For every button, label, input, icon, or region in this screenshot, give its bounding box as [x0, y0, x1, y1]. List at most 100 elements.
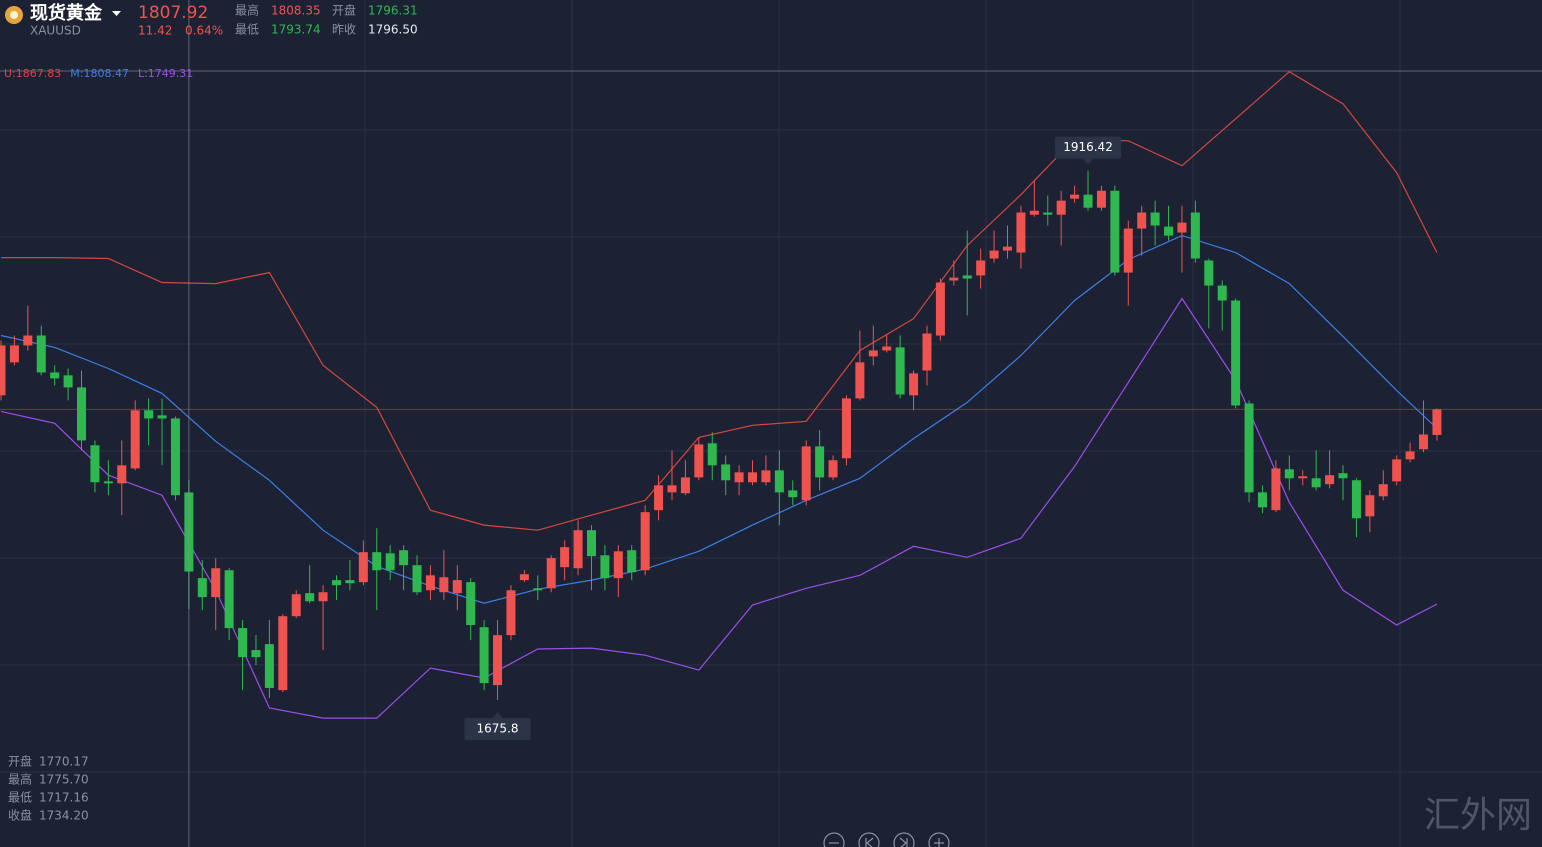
zoom-out[interactable] [823, 832, 845, 847]
candle-body [238, 628, 248, 658]
candle-body [1110, 190, 1120, 273]
band-line [1, 70, 1438, 531]
candle-body [586, 530, 596, 557]
watermark: 汇外网 [1424, 795, 1532, 836]
candle-body [1056, 200, 1066, 215]
zoom-controls [823, 832, 950, 847]
extreme-pointer [492, 712, 503, 719]
band-legend: L:1749.31 [138, 67, 193, 80]
candle-body [989, 250, 999, 259]
candle-body [680, 477, 690, 494]
symbol: XAUUSD [30, 24, 81, 38]
candle-body [600, 555, 610, 579]
candle-body [909, 373, 919, 396]
quote-label: 开盘 [332, 3, 356, 18]
candle-body [1164, 226, 1174, 236]
candle-body [1351, 480, 1361, 519]
candle-body [560, 547, 570, 568]
candle-body [9, 345, 19, 363]
candle-body [707, 443, 717, 466]
readout-label: 开盘 [8, 754, 32, 769]
extreme-label: 1916.42 [1063, 140, 1113, 154]
candle-body [23, 335, 33, 346]
candle-body [1311, 478, 1321, 488]
candle-body [77, 387, 87, 441]
candle-body [439, 577, 449, 593]
candle-body [841, 398, 851, 459]
extreme-box [1055, 136, 1122, 159]
quote-value: 1808.35 [271, 4, 321, 18]
readout-value: 1770.17 [39, 755, 89, 769]
dropdown-caret[interactable] [112, 11, 121, 16]
candle-body [1405, 451, 1415, 460]
quote-value: 1796.50 [368, 23, 418, 37]
quote-value: 1793.74 [271, 23, 321, 37]
candle-body [868, 350, 878, 357]
candle-body [801, 446, 811, 501]
quote-label: 昨收 [332, 23, 356, 37]
zoom-in[interactable] [928, 832, 950, 847]
candle-body [493, 635, 503, 686]
candle-body [157, 415, 167, 419]
candle-body [519, 574, 529, 581]
candle-body [1016, 212, 1026, 253]
candle-body [573, 530, 583, 569]
candle-body [815, 446, 825, 478]
quote-label: 最高 [235, 3, 259, 18]
extreme-label: 1675.8 [477, 722, 519, 736]
candle-body [828, 460, 838, 478]
candle-body [332, 580, 341, 586]
candle-body [50, 372, 60, 379]
candle-body [748, 472, 758, 483]
candle-body [882, 346, 892, 351]
candle-body [0, 345, 6, 396]
candle-body [1043, 212, 1053, 215]
candle-body [1070, 194, 1080, 199]
candle-body [1271, 468, 1281, 511]
candle-body [251, 650, 261, 658]
candle-body [466, 582, 476, 626]
scroll-end[interactable] [893, 832, 915, 847]
candle-body [224, 570, 234, 629]
candle-body [895, 347, 905, 395]
quote-label: 最低 [235, 23, 259, 37]
candle-body [170, 418, 180, 496]
band-legend: U:1867.83 [4, 67, 61, 80]
change-pct: 0.64% [185, 24, 223, 38]
candle-body [667, 485, 677, 493]
scroll-end-icon [899, 837, 908, 847]
candle-body [372, 552, 382, 571]
candle-body [734, 472, 744, 483]
candle-body [1137, 212, 1147, 229]
candle-body [640, 512, 650, 571]
readout-value: 1775.70 [39, 773, 89, 787]
candle-body [1003, 246, 1012, 251]
candle-body [1096, 190, 1106, 208]
candle-body [1257, 492, 1267, 508]
candle-body [130, 410, 140, 469]
candle-body [264, 644, 274, 688]
candle-body [1298, 476, 1308, 479]
candle-body [694, 444, 704, 478]
candle-body [922, 333, 932, 371]
gold-icon-inner [10, 11, 18, 19]
candle-body [1217, 285, 1227, 301]
candle-body [358, 552, 368, 583]
candle-body [1123, 228, 1133, 273]
candle-body [1338, 473, 1348, 479]
instrument-name[interactable]: 现货黄金 [30, 2, 103, 24]
extreme-pointer [1083, 158, 1094, 165]
candle-body [197, 578, 207, 598]
candle-body [1419, 434, 1429, 450]
candle-body [1432, 409, 1442, 435]
candle-body [1284, 469, 1294, 479]
candle-body [1231, 300, 1241, 406]
candle-body [211, 568, 221, 598]
scroll-start[interactable] [858, 832, 880, 847]
candle-body [291, 594, 301, 617]
candle-body [788, 490, 798, 498]
candle-body [1177, 222, 1187, 233]
